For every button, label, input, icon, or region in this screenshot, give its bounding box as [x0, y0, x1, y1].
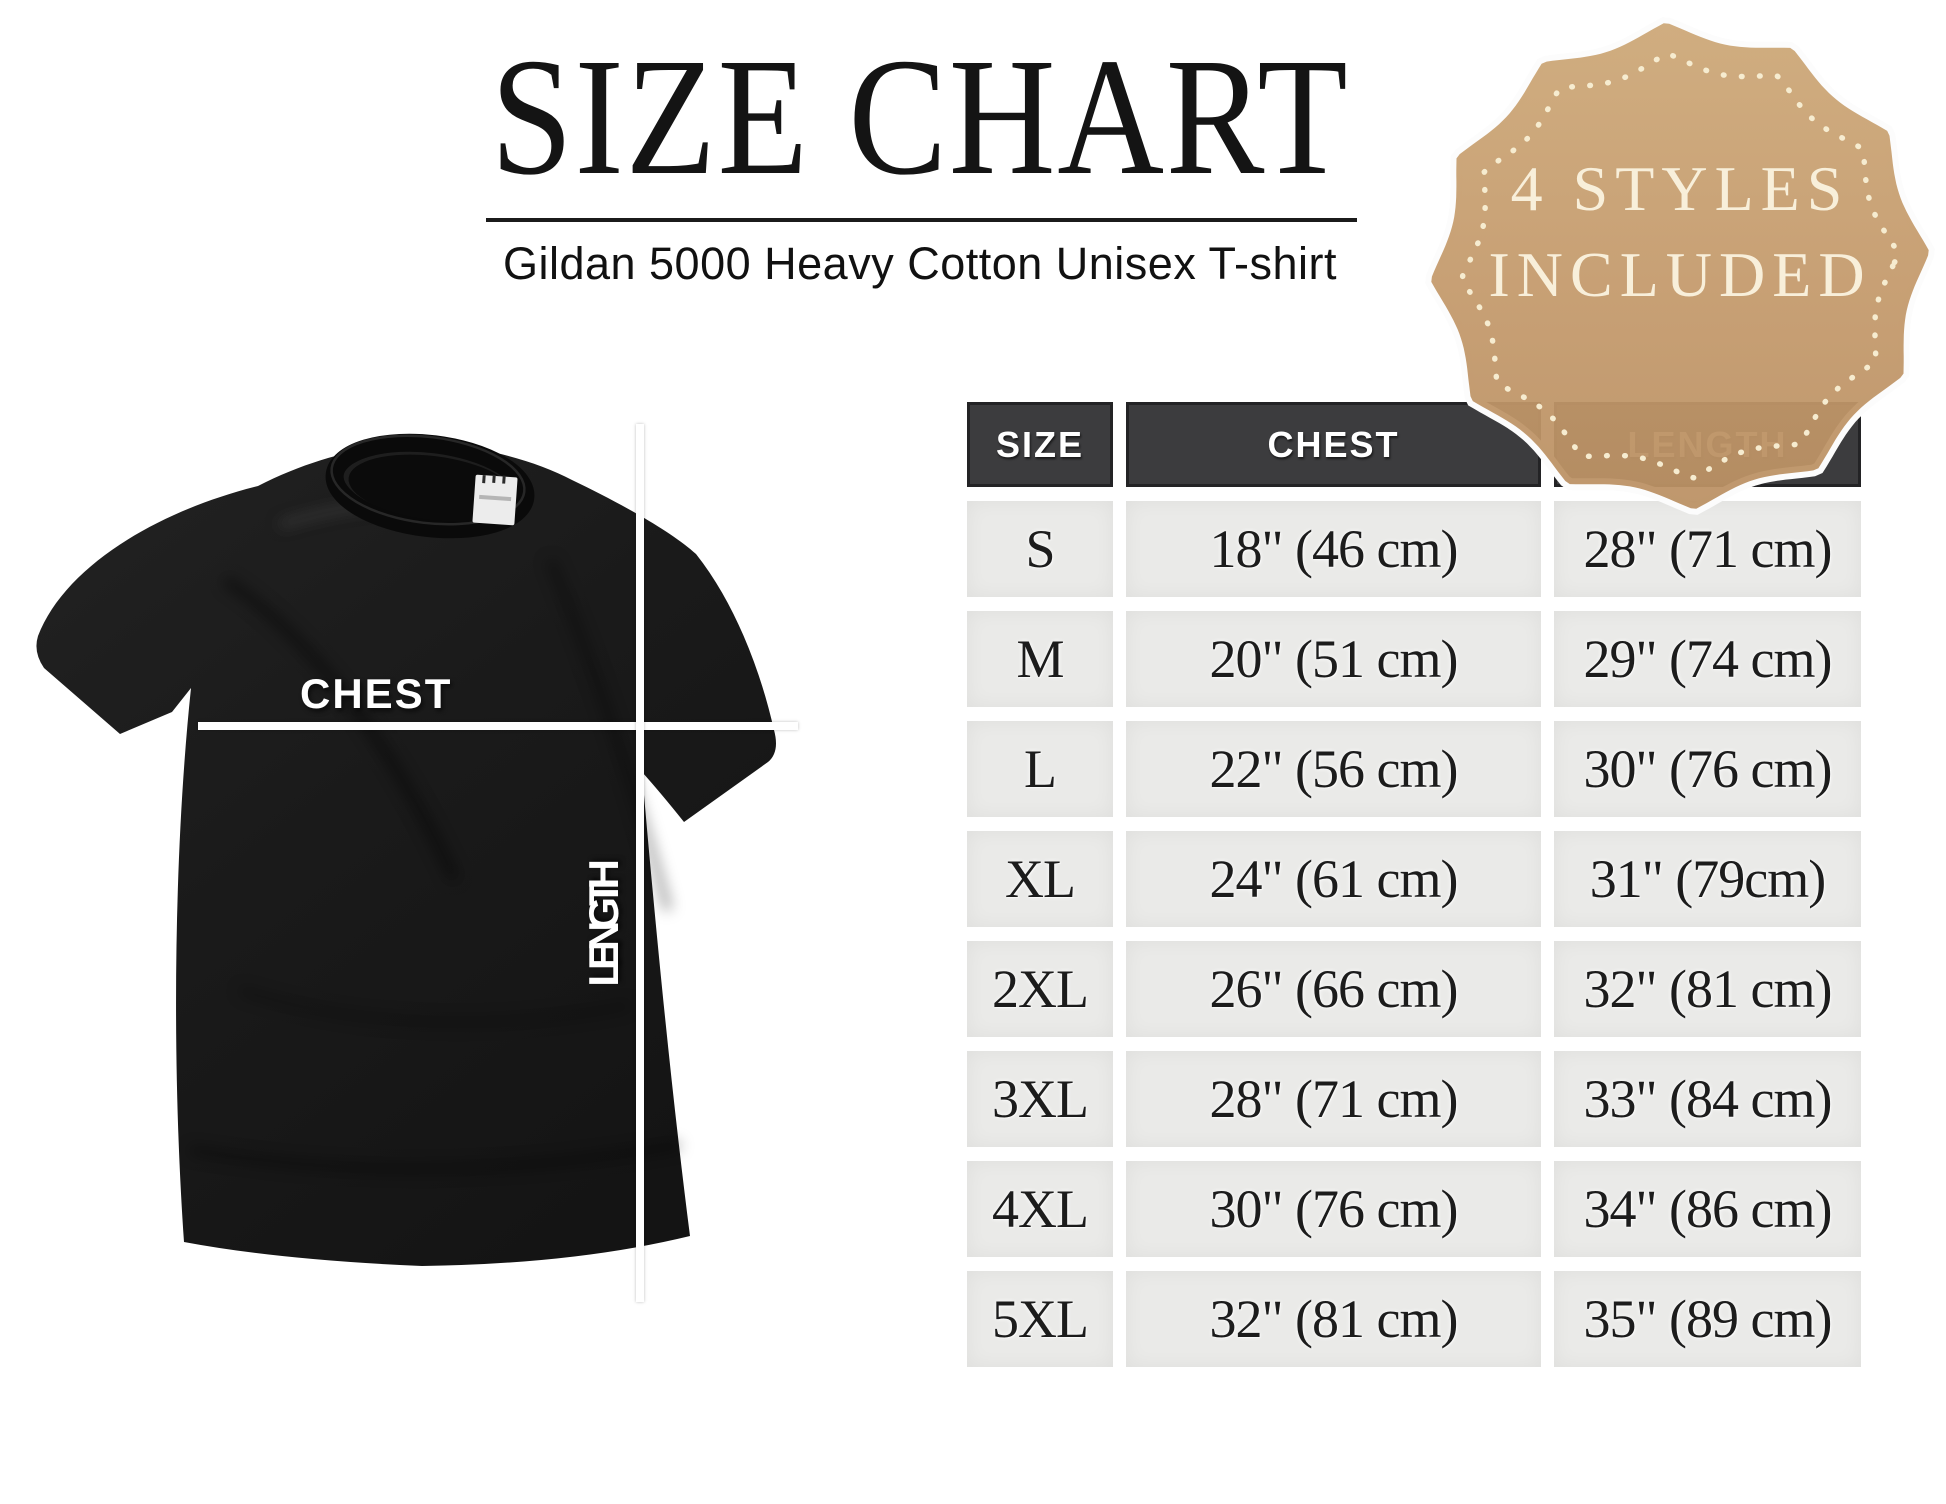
badge-line-1: 4 STYLES	[1510, 153, 1850, 224]
size-table: SIZE CHEST LENGTH S 18" (46 cm) 28" (71 …	[967, 402, 1861, 1367]
page-subtitle: Gildan 5000 Heavy Cotton Unisex T-shirt	[502, 238, 1338, 289]
chest-cell: 30" (76 cm)	[1126, 1161, 1541, 1257]
header-chest: CHEST	[1126, 402, 1541, 487]
neck-tag	[472, 474, 518, 526]
chest-cell: 20" (51 cm)	[1126, 611, 1541, 707]
header-size: SIZE	[967, 402, 1113, 487]
chest-label: CHEST	[300, 670, 453, 717]
badge-line-2: INCLUDED	[1488, 239, 1872, 310]
chest-cell: 18" (46 cm)	[1126, 501, 1541, 597]
size-cell: S	[967, 501, 1113, 597]
size-cell: 3XL	[967, 1051, 1113, 1147]
chest-cell: 22" (56 cm)	[1126, 721, 1541, 817]
length-cell: 34" (86 cm)	[1554, 1161, 1861, 1257]
length-measure-line	[636, 424, 644, 1302]
length-cell: 32" (81 cm)	[1554, 941, 1861, 1037]
length-cell: 31" (79cm)	[1554, 831, 1861, 927]
size-cell: 4XL	[967, 1161, 1113, 1257]
size-cell: 2XL	[967, 941, 1113, 1037]
size-cell: L	[967, 721, 1113, 817]
length-cell: 28" (71 cm)	[1554, 501, 1861, 597]
page-title: SIZE CHART	[490, 24, 1350, 210]
size-cell: XL	[967, 831, 1113, 927]
size-cell: M	[967, 611, 1113, 707]
chest-cell: 24" (61 cm)	[1126, 831, 1541, 927]
size-cell: 5XL	[967, 1271, 1113, 1367]
tshirt-graphic	[36, 433, 776, 1266]
chest-measure-line	[198, 722, 798, 730]
length-cell: 29" (74 cm)	[1554, 611, 1861, 707]
length-label: LENGTH	[580, 868, 627, 987]
chest-cell: 28" (71 cm)	[1126, 1051, 1541, 1147]
masthead: SIZE CHART	[420, 30, 1420, 205]
tshirt-silhouette	[36, 443, 776, 1266]
chest-cell: 26" (66 cm)	[1126, 941, 1541, 1037]
badge-text: 4 STYLES INCLUDED	[1420, 146, 1940, 318]
length-cell: 35" (89 cm)	[1554, 1271, 1861, 1367]
title-divider	[486, 218, 1357, 222]
tshirt-diagram	[30, 430, 790, 1298]
badge-shape	[1431, 23, 1929, 509]
length-cell: 33" (84 cm)	[1554, 1051, 1861, 1147]
styles-badge: 4 STYLES INCLUDED	[1420, 12, 1940, 522]
length-cell: 30" (76 cm)	[1554, 721, 1861, 817]
chest-cell: 32" (81 cm)	[1126, 1271, 1541, 1367]
badge-seal-icon	[1425, 17, 1935, 515]
